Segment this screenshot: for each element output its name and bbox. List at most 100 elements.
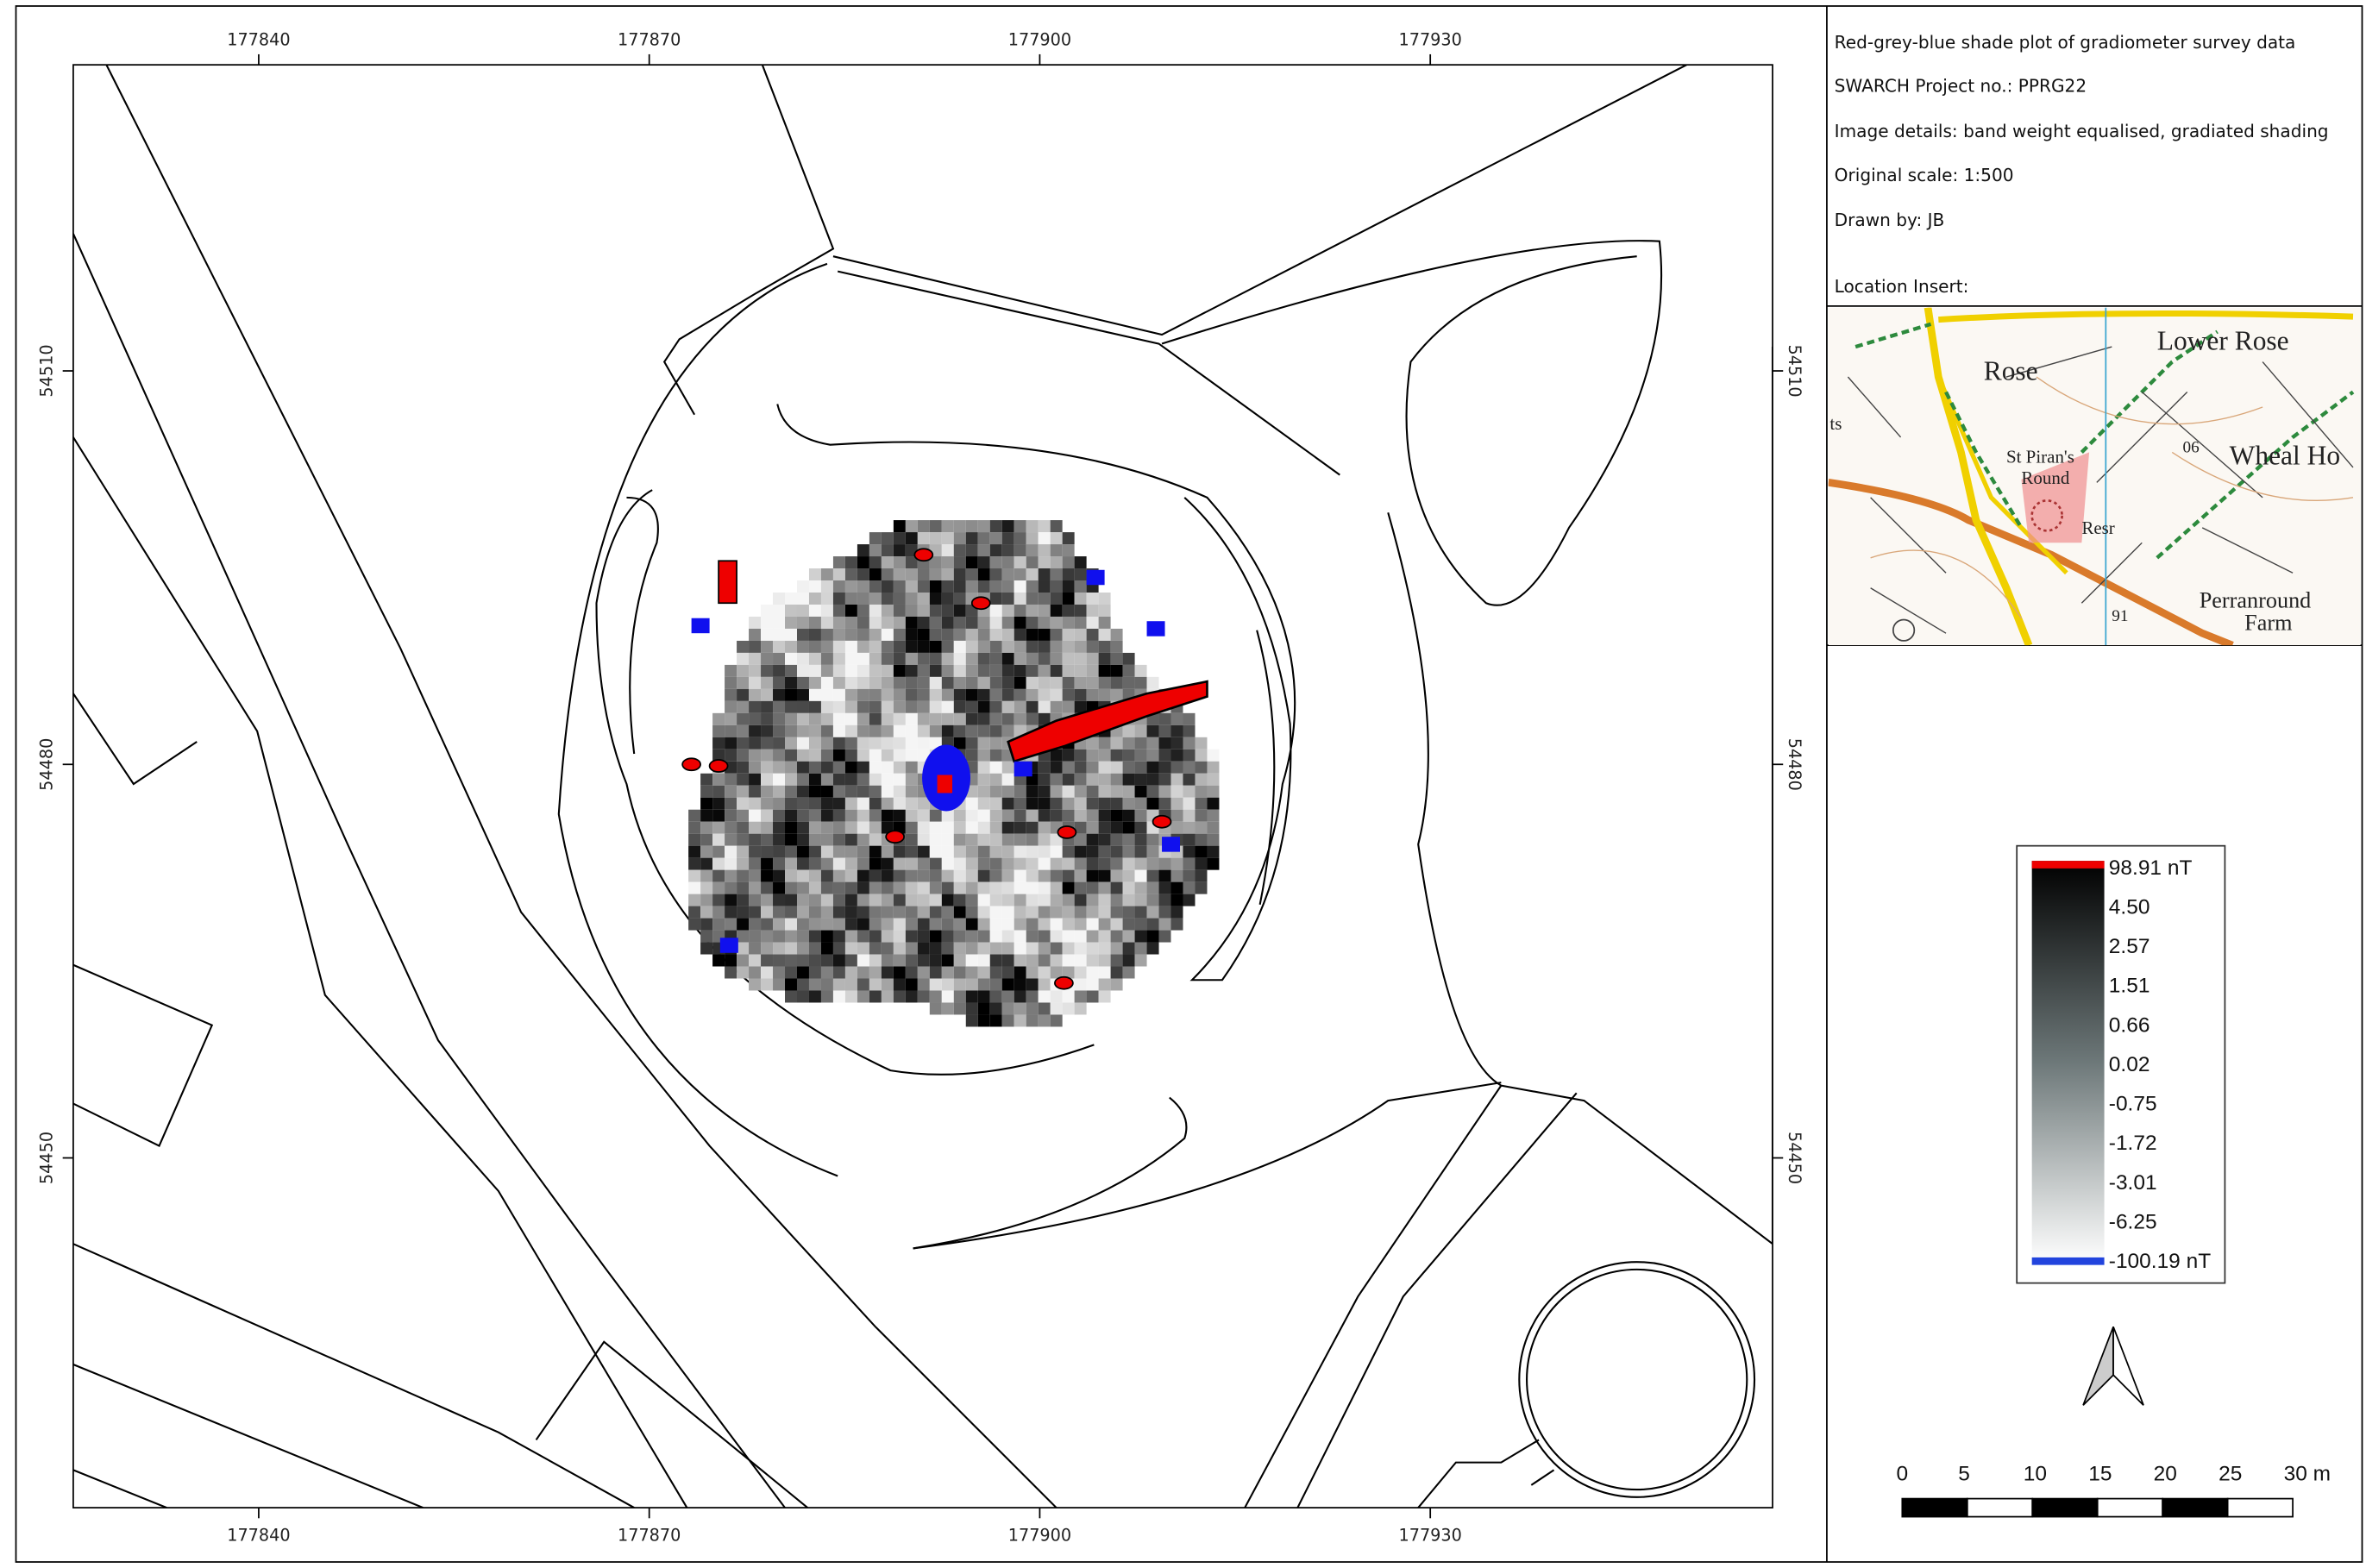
raster-cell bbox=[809, 774, 821, 786]
scale-label: 30 m bbox=[2284, 1463, 2331, 1486]
raster-cell bbox=[821, 834, 833, 846]
raster-cell bbox=[761, 979, 773, 991]
raster-cell bbox=[773, 943, 785, 955]
raster-cell bbox=[821, 846, 833, 858]
raster-cell bbox=[930, 846, 942, 858]
raster-cell bbox=[894, 762, 906, 774]
raster-cell bbox=[809, 629, 821, 641]
raster-cell bbox=[978, 774, 990, 786]
raster-cell bbox=[737, 689, 749, 701]
raster-cell bbox=[1099, 882, 1111, 894]
raster-cell bbox=[978, 967, 990, 979]
raster-cell bbox=[797, 689, 809, 701]
raster-cell bbox=[978, 520, 990, 532]
raster-cell bbox=[700, 822, 712, 834]
raster-cell bbox=[1039, 580, 1051, 593]
raster-cell bbox=[906, 593, 918, 605]
raster-cell bbox=[990, 990, 1002, 1002]
raster-cell bbox=[1014, 870, 1026, 882]
raster-cell bbox=[1039, 846, 1051, 858]
raster-cell bbox=[1014, 822, 1026, 834]
raster-cell bbox=[966, 858, 978, 870]
raster-cell bbox=[785, 990, 797, 1002]
raster-cell bbox=[1002, 786, 1014, 798]
raster-cell bbox=[809, 737, 821, 750]
raster-cell bbox=[857, 568, 869, 580]
raster-cell bbox=[906, 653, 918, 665]
contour-label: 06 bbox=[2182, 438, 2200, 456]
raster-cell bbox=[894, 580, 906, 593]
raster-cell bbox=[809, 665, 821, 677]
raster-cell bbox=[737, 725, 749, 737]
raster-cell bbox=[1111, 943, 1123, 955]
raster-cell bbox=[1135, 810, 1147, 822]
raster-cell bbox=[990, 955, 1002, 967]
raster-cell bbox=[1039, 858, 1051, 870]
raster-cell bbox=[749, 906, 761, 919]
raster-cell bbox=[906, 931, 918, 943]
raster-cell bbox=[749, 810, 761, 822]
raster-cell bbox=[1171, 737, 1183, 750]
raster-cell bbox=[1075, 665, 1087, 677]
raster-cell bbox=[882, 762, 894, 774]
raster-cell bbox=[773, 605, 785, 617]
raster-cell bbox=[821, 725, 833, 737]
raster-cell bbox=[954, 894, 966, 906]
raster-cell bbox=[1099, 906, 1111, 919]
raster-cell bbox=[1195, 882, 1207, 894]
raster-cell bbox=[918, 701, 930, 713]
raster-cell bbox=[966, 653, 978, 665]
raster-cell bbox=[737, 641, 749, 653]
raster-cell bbox=[761, 653, 773, 665]
y-tick-label: 54450 bbox=[36, 1132, 56, 1184]
raster-cell bbox=[1087, 955, 1099, 967]
positive-anomaly bbox=[938, 775, 952, 793]
raster-cell bbox=[894, 605, 906, 617]
raster-cell bbox=[1002, 653, 1014, 665]
raster-cell bbox=[1002, 701, 1014, 713]
raster-cell bbox=[978, 955, 990, 967]
raster-cell bbox=[882, 967, 894, 979]
raster-cell bbox=[761, 677, 773, 689]
raster-cell bbox=[688, 810, 700, 822]
raster-cell bbox=[773, 677, 785, 689]
raster-cell bbox=[749, 834, 761, 846]
raster-cell bbox=[930, 919, 942, 931]
raster-cell bbox=[1147, 786, 1159, 798]
raster-cell bbox=[954, 605, 966, 617]
raster-cell bbox=[761, 605, 773, 617]
raster-cell bbox=[785, 786, 797, 798]
raster-cell bbox=[1051, 919, 1063, 931]
raster-cell bbox=[857, 846, 869, 858]
raster-cell bbox=[990, 858, 1002, 870]
raster-cell bbox=[700, 774, 712, 786]
raster-cell bbox=[821, 762, 833, 774]
raster-cell bbox=[1159, 737, 1171, 750]
raster-cell bbox=[688, 919, 700, 931]
raster-cell bbox=[930, 967, 942, 979]
raster-cell bbox=[725, 810, 737, 822]
raster-cell bbox=[845, 967, 857, 979]
raster-cell bbox=[737, 870, 749, 882]
raster-cell bbox=[869, 689, 882, 701]
raster-cell bbox=[1075, 943, 1087, 955]
raster-cell bbox=[954, 1002, 966, 1014]
raster-cell bbox=[1207, 774, 1219, 786]
raster-cell bbox=[761, 786, 773, 798]
raster-cell bbox=[1002, 955, 1014, 967]
raster-cell bbox=[869, 798, 882, 810]
raster-cell bbox=[1063, 689, 1075, 701]
raster-cell bbox=[845, 786, 857, 798]
x-tick-label: 177930 bbox=[1398, 1526, 1461, 1546]
raster-cell bbox=[857, 858, 869, 870]
raster-cell bbox=[942, 544, 954, 556]
raster-cell bbox=[1014, 580, 1026, 593]
raster-cell bbox=[1051, 1014, 1063, 1026]
raster-cell bbox=[894, 979, 906, 991]
raster-cell bbox=[1135, 737, 1147, 750]
raster-cell bbox=[712, 906, 725, 919]
raster-cell bbox=[1014, 1002, 1026, 1014]
raster-cell bbox=[845, 605, 857, 617]
raster-cell bbox=[990, 653, 1002, 665]
raster-cell bbox=[797, 629, 809, 641]
